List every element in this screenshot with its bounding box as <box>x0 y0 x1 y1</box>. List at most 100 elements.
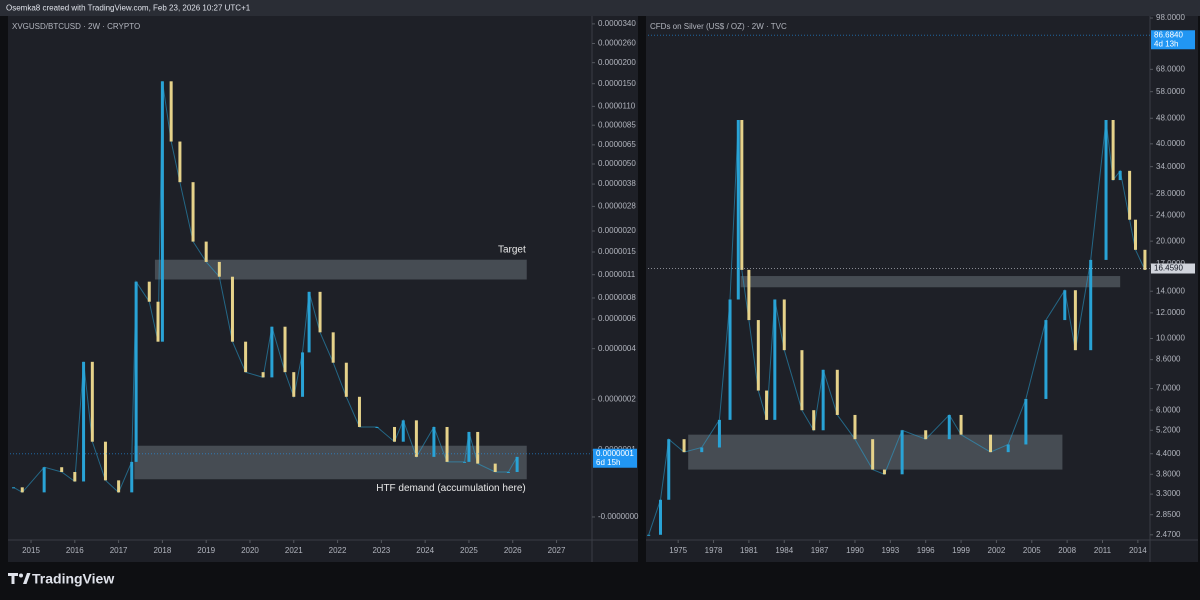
y-tick-label: 0.0000150 <box>598 79 636 88</box>
price-label: 86.6840 <box>1154 30 1183 39</box>
header-text: Osemka8 created with TradingView.com, Fe… <box>6 4 251 13</box>
candle <box>82 361 86 482</box>
candle <box>1006 444 1010 453</box>
candle <box>90 361 94 442</box>
candle <box>717 419 721 448</box>
candle <box>782 299 786 351</box>
candle <box>103 441 107 481</box>
y-tick-label: 10.0000 <box>1156 334 1185 343</box>
y-tick-label: 0.0000200 <box>598 58 636 67</box>
chart-title: CFDs on Silver (US$ / OZ) · 2W · TVC <box>650 22 787 31</box>
zone-label: HTF demand (accumulation here) <box>376 483 526 494</box>
y-tick-label: 8.6000 <box>1156 355 1181 364</box>
y-tick-label: 0.0000110 <box>598 101 636 110</box>
candle <box>882 469 886 475</box>
x-tick-label: 1999 <box>952 546 970 555</box>
candle <box>445 426 449 462</box>
y-tick-label: 28.0000 <box>1156 189 1185 198</box>
candle <box>515 456 519 472</box>
zone <box>154 259 527 280</box>
y-tick-label: 0.0000011 <box>598 270 636 279</box>
candle <box>344 362 348 397</box>
y-tick-label: 20.0000 <box>1156 236 1185 245</box>
candle <box>134 281 138 462</box>
x-tick-label: 1993 <box>881 546 899 555</box>
y-tick-label: 34.0000 <box>1156 162 1185 171</box>
candle <box>117 480 121 493</box>
candle <box>463 461 467 463</box>
y-tick-label: 0.0000008 <box>598 293 636 302</box>
candle <box>178 141 182 183</box>
candle <box>292 372 296 397</box>
candle <box>283 326 287 373</box>
y-tick-label: 98.0000 <box>1156 13 1185 22</box>
y-tick-label: 0.0000028 <box>598 202 636 211</box>
price-label: 0.0000001 <box>596 449 634 458</box>
x-tick-label: 2022 <box>329 546 347 555</box>
price-label-box <box>1151 263 1195 274</box>
candle <box>191 182 195 242</box>
x-tick-label: 2016 <box>66 546 84 555</box>
candle <box>230 276 234 342</box>
x-tick-label: 2024 <box>416 546 434 555</box>
y-tick-label: 68.0000 <box>1156 64 1185 73</box>
candle <box>432 426 436 457</box>
candle <box>307 291 311 353</box>
candle <box>401 420 405 442</box>
candle <box>414 420 418 457</box>
zone <box>134 445 527 480</box>
y-tick-label: 48.0000 <box>1156 113 1185 122</box>
candle <box>130 461 134 493</box>
candle <box>1044 320 1048 399</box>
candle <box>821 369 825 431</box>
candle <box>658 499 662 535</box>
candle <box>147 281 151 302</box>
candle <box>506 471 510 473</box>
x-tick-label: 2026 <box>504 546 522 555</box>
candle <box>60 467 64 472</box>
candle <box>765 390 769 420</box>
zone <box>688 434 1063 470</box>
y-tick-label: 0.0000050 <box>598 159 636 168</box>
y-tick-label: 0.0000006 <box>598 314 636 323</box>
logo-text: TradingView <box>32 571 114 587</box>
candle <box>217 261 221 277</box>
x-tick-label: 2018 <box>153 546 171 555</box>
top-bar <box>0 0 1200 16</box>
candle <box>357 396 361 427</box>
y-tick-label: 3.8000 <box>1156 469 1181 478</box>
y-tick-label: 24.0000 <box>1156 211 1185 220</box>
candle <box>756 320 760 391</box>
candle <box>493 463 497 472</box>
x-tick-label: 2027 <box>548 546 566 555</box>
price-label: 16.4590 <box>1154 264 1183 273</box>
price-line <box>648 119 1146 535</box>
x-tick-label: 1981 <box>740 546 758 555</box>
candle <box>169 81 173 142</box>
logo-icon <box>8 573 31 584</box>
y-tick-label: 3.3000 <box>1156 489 1181 498</box>
y-tick-label: 12.0000 <box>1156 308 1185 317</box>
candle <box>871 439 875 470</box>
candle <box>1089 259 1093 351</box>
candle <box>682 439 686 453</box>
x-tick-label: 1990 <box>846 546 864 555</box>
candle <box>12 487 16 489</box>
y-tick-label: 2.8500 <box>1156 510 1181 519</box>
candle <box>667 439 671 500</box>
price-countdown: 6d 15h <box>596 458 620 467</box>
y-tick-label: 58.0000 <box>1156 87 1185 96</box>
candle <box>467 431 471 462</box>
candle <box>1063 290 1067 321</box>
candle <box>1024 398 1028 445</box>
candle <box>1104 120 1108 260</box>
y-tick-label: 0.0000340 <box>598 19 636 28</box>
y-tick-label: 0.0000038 <box>598 179 636 188</box>
candle <box>924 430 928 440</box>
candle <box>959 414 963 435</box>
candle <box>1128 170 1132 220</box>
x-tick-label: 2023 <box>372 546 390 555</box>
candle <box>835 369 839 415</box>
x-tick-label: 1975 <box>669 546 687 555</box>
